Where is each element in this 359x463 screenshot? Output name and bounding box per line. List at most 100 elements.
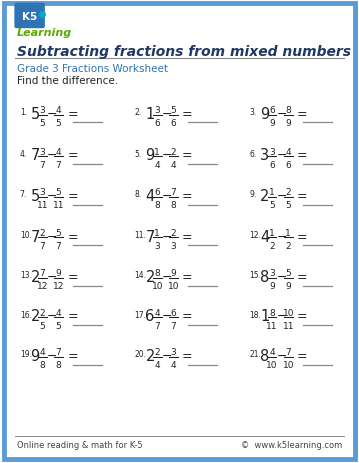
Text: 3: 3 <box>171 241 176 250</box>
Text: =: = <box>182 189 193 202</box>
FancyBboxPatch shape <box>4 4 355 459</box>
Text: =: = <box>67 149 78 162</box>
Text: 16.: 16. <box>20 310 32 319</box>
Text: 2.: 2. <box>135 108 142 117</box>
Text: Online reading & math for K-5: Online reading & math for K-5 <box>17 440 143 449</box>
Text: 4.: 4. <box>20 150 27 158</box>
Text: 5: 5 <box>56 228 61 237</box>
Text: 6: 6 <box>154 188 160 196</box>
Text: 3: 3 <box>154 241 160 250</box>
Text: 12: 12 <box>37 282 48 290</box>
Text: =: = <box>297 107 308 120</box>
Text: 5.: 5. <box>135 150 142 158</box>
Text: 7: 7 <box>56 241 61 250</box>
Text: −: − <box>161 107 172 120</box>
Text: 21.: 21. <box>250 350 261 358</box>
Text: 2: 2 <box>39 308 45 317</box>
Text: K5: K5 <box>22 12 37 22</box>
Text: 10: 10 <box>266 360 278 369</box>
Text: 12: 12 <box>53 282 64 290</box>
Text: =: = <box>182 310 193 323</box>
Text: 8: 8 <box>269 308 275 317</box>
Text: 2: 2 <box>154 347 160 356</box>
Text: 3: 3 <box>39 188 45 196</box>
Text: ©  www.k5learning.com: © www.k5learning.com <box>241 440 342 449</box>
Text: =: = <box>182 149 193 162</box>
Text: 5: 5 <box>269 200 275 209</box>
Text: 10: 10 <box>151 282 163 290</box>
Text: 5: 5 <box>285 200 291 209</box>
Text: 3: 3 <box>269 147 275 156</box>
Text: 1: 1 <box>269 188 275 196</box>
Text: =: = <box>297 349 308 362</box>
Text: 14.: 14. <box>135 271 146 280</box>
Text: −: − <box>276 349 287 362</box>
Text: 1: 1 <box>154 228 160 237</box>
Text: 3: 3 <box>269 269 275 277</box>
Text: 8: 8 <box>154 200 160 209</box>
Text: 2: 2 <box>171 228 176 237</box>
Text: 9.: 9. <box>250 190 257 199</box>
Text: 9: 9 <box>260 106 270 121</box>
Text: −: − <box>46 107 57 120</box>
Text: 2: 2 <box>269 241 275 250</box>
Text: 3: 3 <box>171 347 176 356</box>
Text: Subtracting fractions from mixed numbers: Subtracting fractions from mixed numbers <box>17 45 351 59</box>
Text: −: − <box>276 270 287 283</box>
Text: −: − <box>276 189 287 202</box>
Text: 2: 2 <box>145 269 155 284</box>
Text: −: − <box>276 107 287 120</box>
Text: 2: 2 <box>31 269 40 284</box>
Text: 1: 1 <box>285 228 291 237</box>
Text: 7: 7 <box>31 229 40 244</box>
Text: 1: 1 <box>260 309 270 324</box>
Text: 6: 6 <box>154 119 160 127</box>
Text: 20.: 20. <box>135 350 146 358</box>
Text: 7: 7 <box>154 321 160 330</box>
Text: =: = <box>182 230 193 243</box>
Text: =: = <box>297 189 308 202</box>
Text: 8: 8 <box>39 360 45 369</box>
Text: 7: 7 <box>39 160 45 169</box>
Text: 7: 7 <box>145 229 155 244</box>
Text: 2: 2 <box>39 228 45 237</box>
Text: 5: 5 <box>31 106 40 121</box>
Text: 6.: 6. <box>250 150 257 158</box>
Text: =: = <box>182 349 193 362</box>
Text: 2: 2 <box>171 147 176 156</box>
Text: 8: 8 <box>171 200 176 209</box>
Text: 4: 4 <box>56 308 61 317</box>
Text: 17.: 17. <box>135 310 146 319</box>
Text: 8: 8 <box>56 360 61 369</box>
Text: 13.: 13. <box>20 271 32 280</box>
FancyBboxPatch shape <box>14 4 45 29</box>
Text: 1: 1 <box>154 147 160 156</box>
Text: −: − <box>46 270 57 283</box>
Text: =: = <box>297 270 308 283</box>
Text: −: − <box>161 310 172 323</box>
Text: 5: 5 <box>171 106 176 114</box>
Text: 7: 7 <box>39 241 45 250</box>
Text: 6: 6 <box>269 106 275 114</box>
Text: 6: 6 <box>171 119 176 127</box>
Text: 4: 4 <box>269 347 275 356</box>
Text: 15.: 15. <box>250 271 261 280</box>
Text: =: = <box>67 310 78 323</box>
Text: =: = <box>67 107 78 120</box>
Text: 2: 2 <box>31 309 40 324</box>
Text: =: = <box>297 149 308 162</box>
Text: 11.: 11. <box>135 231 146 239</box>
Text: −: − <box>46 349 57 362</box>
Text: 4: 4 <box>285 147 291 156</box>
Text: 9: 9 <box>285 282 291 290</box>
Text: 4: 4 <box>260 229 270 244</box>
Text: 10: 10 <box>168 282 179 290</box>
Text: 7: 7 <box>39 269 45 277</box>
Text: 6: 6 <box>285 160 291 169</box>
Text: 8: 8 <box>260 269 270 284</box>
Text: 5: 5 <box>56 119 61 127</box>
Text: 4: 4 <box>56 147 61 156</box>
Text: 9: 9 <box>31 348 40 363</box>
Text: 12.: 12. <box>250 231 261 239</box>
Text: 2: 2 <box>285 188 291 196</box>
